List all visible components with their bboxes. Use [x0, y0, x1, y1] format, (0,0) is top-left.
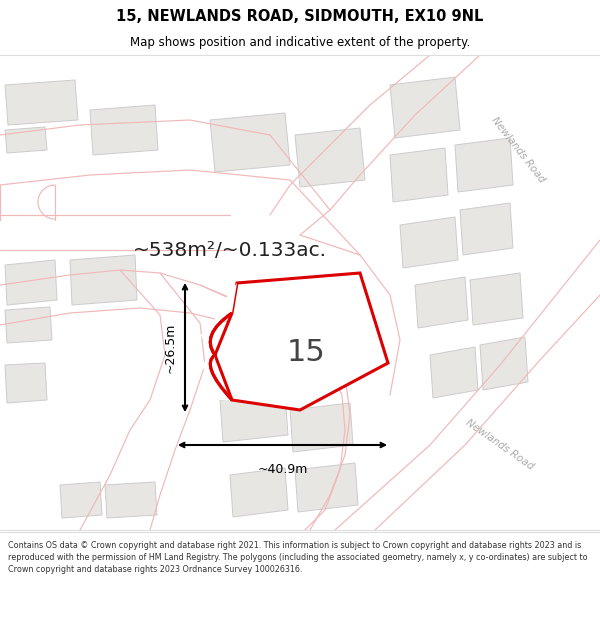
Polygon shape [60, 440, 340, 470]
Polygon shape [400, 217, 458, 268]
Polygon shape [5, 260, 57, 305]
Text: Contains OS data © Crown copyright and database right 2021. This information is : Contains OS data © Crown copyright and d… [8, 541, 587, 574]
Polygon shape [230, 468, 288, 517]
Polygon shape [390, 148, 448, 202]
Text: Map shows position and indicative extent of the property.: Map shows position and indicative extent… [130, 36, 470, 49]
Text: ~538m²/~0.133ac.: ~538m²/~0.133ac. [133, 241, 327, 259]
Polygon shape [5, 307, 52, 343]
Polygon shape [220, 393, 288, 442]
Polygon shape [480, 337, 528, 390]
Polygon shape [470, 273, 523, 325]
Polygon shape [460, 203, 513, 255]
Polygon shape [295, 128, 365, 187]
Text: Newlands Road: Newlands Road [490, 115, 547, 185]
Polygon shape [105, 482, 157, 518]
Text: ~40.9m: ~40.9m [257, 463, 308, 476]
Polygon shape [5, 80, 78, 125]
Polygon shape [90, 105, 158, 155]
Polygon shape [5, 127, 47, 153]
Polygon shape [210, 113, 290, 172]
Polygon shape [455, 138, 513, 192]
Polygon shape [0, 215, 230, 250]
Polygon shape [5, 363, 47, 403]
Polygon shape [70, 255, 137, 305]
Polygon shape [430, 347, 478, 398]
Polygon shape [415, 277, 468, 328]
Polygon shape [200, 283, 237, 400]
Text: 15: 15 [286, 338, 325, 367]
Text: ~26.5m: ~26.5m [164, 322, 177, 372]
Polygon shape [295, 463, 358, 512]
Polygon shape [0, 185, 60, 220]
Text: 15, NEWLANDS ROAD, SIDMOUTH, EX10 9NL: 15, NEWLANDS ROAD, SIDMOUTH, EX10 9NL [116, 9, 484, 24]
Polygon shape [390, 77, 460, 138]
Polygon shape [430, 55, 600, 185]
Polygon shape [335, 320, 600, 530]
Text: Newlands Road: Newlands Road [464, 418, 536, 472]
Polygon shape [215, 273, 388, 410]
Polygon shape [60, 482, 102, 518]
Polygon shape [290, 403, 353, 452]
